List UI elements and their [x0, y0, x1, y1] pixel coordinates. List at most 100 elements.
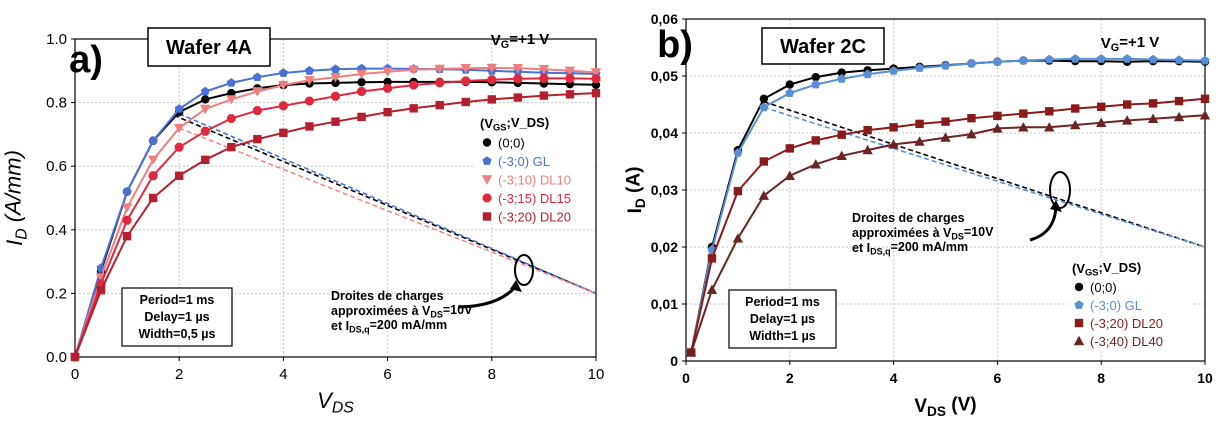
data-point — [279, 128, 288, 138]
annotation-line: et IDS,q=200 mA/mm — [852, 240, 968, 257]
y-tick-label: 0,02 — [651, 239, 678, 255]
data-point — [539, 91, 549, 100]
data-point — [1019, 109, 1028, 118]
legend-entry: (-3;20) DL20 — [498, 210, 571, 225]
annotation-arrowhead — [510, 280, 522, 292]
data-point — [591, 74, 601, 84]
y-axis-label: ID (A/mm) — [0, 150, 30, 246]
y-tick-label: 0.0 — [46, 349, 67, 366]
data-point — [1200, 94, 1210, 103]
data-point — [409, 104, 418, 113]
data-point — [279, 101, 288, 111]
data-point — [539, 74, 549, 83]
x-tick-label: 8 — [1097, 370, 1105, 386]
data-point — [227, 88, 236, 98]
annotation-line: Droites de charges — [852, 211, 965, 225]
y-tick-label: 0,06 — [651, 11, 678, 27]
data-point — [811, 79, 821, 89]
pulse-box — [728, 289, 837, 349]
y-axis-label: ID (A) — [624, 167, 648, 214]
pulse-setting: Period=1 ms — [745, 295, 820, 309]
x-axis-label: VDS (V) — [914, 395, 976, 417]
data-point — [357, 87, 366, 96]
pulse-setting: Period=1 ms — [140, 293, 215, 307]
data-point — [1200, 55, 1210, 65]
data-point — [331, 91, 340, 101]
data-point — [888, 139, 899, 149]
data-point — [940, 60, 951, 70]
data-point — [383, 77, 392, 87]
series-1 — [686, 54, 1210, 357]
data-point — [252, 87, 263, 97]
data-point — [1096, 117, 1107, 127]
legend-marker — [482, 193, 492, 203]
data-point — [810, 159, 821, 169]
data-point — [785, 80, 794, 89]
data-point — [200, 86, 210, 96]
data-point — [435, 100, 444, 110]
data-point — [330, 72, 341, 83]
data-point — [486, 63, 497, 74]
data-point — [174, 123, 185, 134]
data-point — [304, 76, 315, 86]
data-point — [564, 66, 576, 76]
data-point — [330, 64, 341, 74]
panel-label: a) — [69, 39, 103, 81]
data-point — [811, 136, 820, 145]
chart-panel-b: 0 2 4 6 8 10 0 0,01 0,02 0,03 0,04 0,05 0,06 VDS (V) I… — [624, 11, 1213, 419]
y-tick-label: 0,01 — [651, 296, 678, 312]
pulse-setting: Delay=1 µs — [750, 312, 815, 326]
title-box — [147, 27, 271, 67]
data-point — [226, 78, 236, 87]
data-point — [914, 136, 925, 146]
data-point — [175, 171, 184, 180]
annotation-line: approximées à VDS=10V — [852, 225, 994, 242]
data-point — [759, 102, 769, 112]
load-line — [173, 114, 597, 295]
data-point — [785, 144, 794, 153]
data-point — [304, 66, 314, 75]
y-tick-label: 0,05 — [651, 68, 678, 84]
data-point — [122, 231, 132, 241]
x-tick-label: 4 — [279, 366, 287, 383]
annotation-ellipse — [514, 254, 534, 286]
data-point — [590, 68, 602, 78]
annotation-line: et IDS,q=200 mA/mm — [331, 318, 447, 335]
annotation-arrowhead — [1050, 200, 1062, 212]
data-point — [758, 190, 770, 200]
data-point — [966, 128, 977, 139]
data-point — [1122, 100, 1132, 109]
data-point — [1174, 96, 1184, 106]
load-line — [763, 100, 1206, 248]
data-point — [461, 97, 470, 107]
data-point — [836, 150, 847, 160]
legend-entry: (-3;10) DL10 — [498, 173, 571, 188]
x-tick-label: 2 — [786, 370, 794, 386]
data-point — [201, 95, 210, 104]
x-tick-label: 2 — [175, 366, 183, 383]
data-point — [357, 112, 366, 122]
series-3 — [685, 110, 1211, 357]
x-tick-label: 6 — [994, 370, 1002, 386]
data-point — [435, 78, 445, 88]
legend-entry: (-3;15) DL15 — [498, 191, 571, 206]
load-line — [178, 112, 597, 295]
data-point — [685, 347, 697, 357]
legend-entry: (-3;40) DL40 — [1090, 334, 1163, 349]
data-point — [382, 67, 393, 77]
data-point — [1122, 54, 1132, 63]
data-point — [331, 117, 340, 126]
data-point — [862, 144, 873, 155]
y-tick-label: 0.8 — [46, 95, 67, 112]
data-point — [707, 254, 717, 263]
data-point — [200, 104, 211, 115]
data-point — [512, 64, 524, 74]
data-point — [278, 80, 289, 91]
data-point — [70, 352, 80, 362]
plot-frame — [74, 38, 597, 358]
data-point — [1070, 54, 1080, 63]
data-point — [863, 69, 873, 79]
legend-marker — [482, 138, 492, 147]
data-point — [940, 132, 951, 142]
